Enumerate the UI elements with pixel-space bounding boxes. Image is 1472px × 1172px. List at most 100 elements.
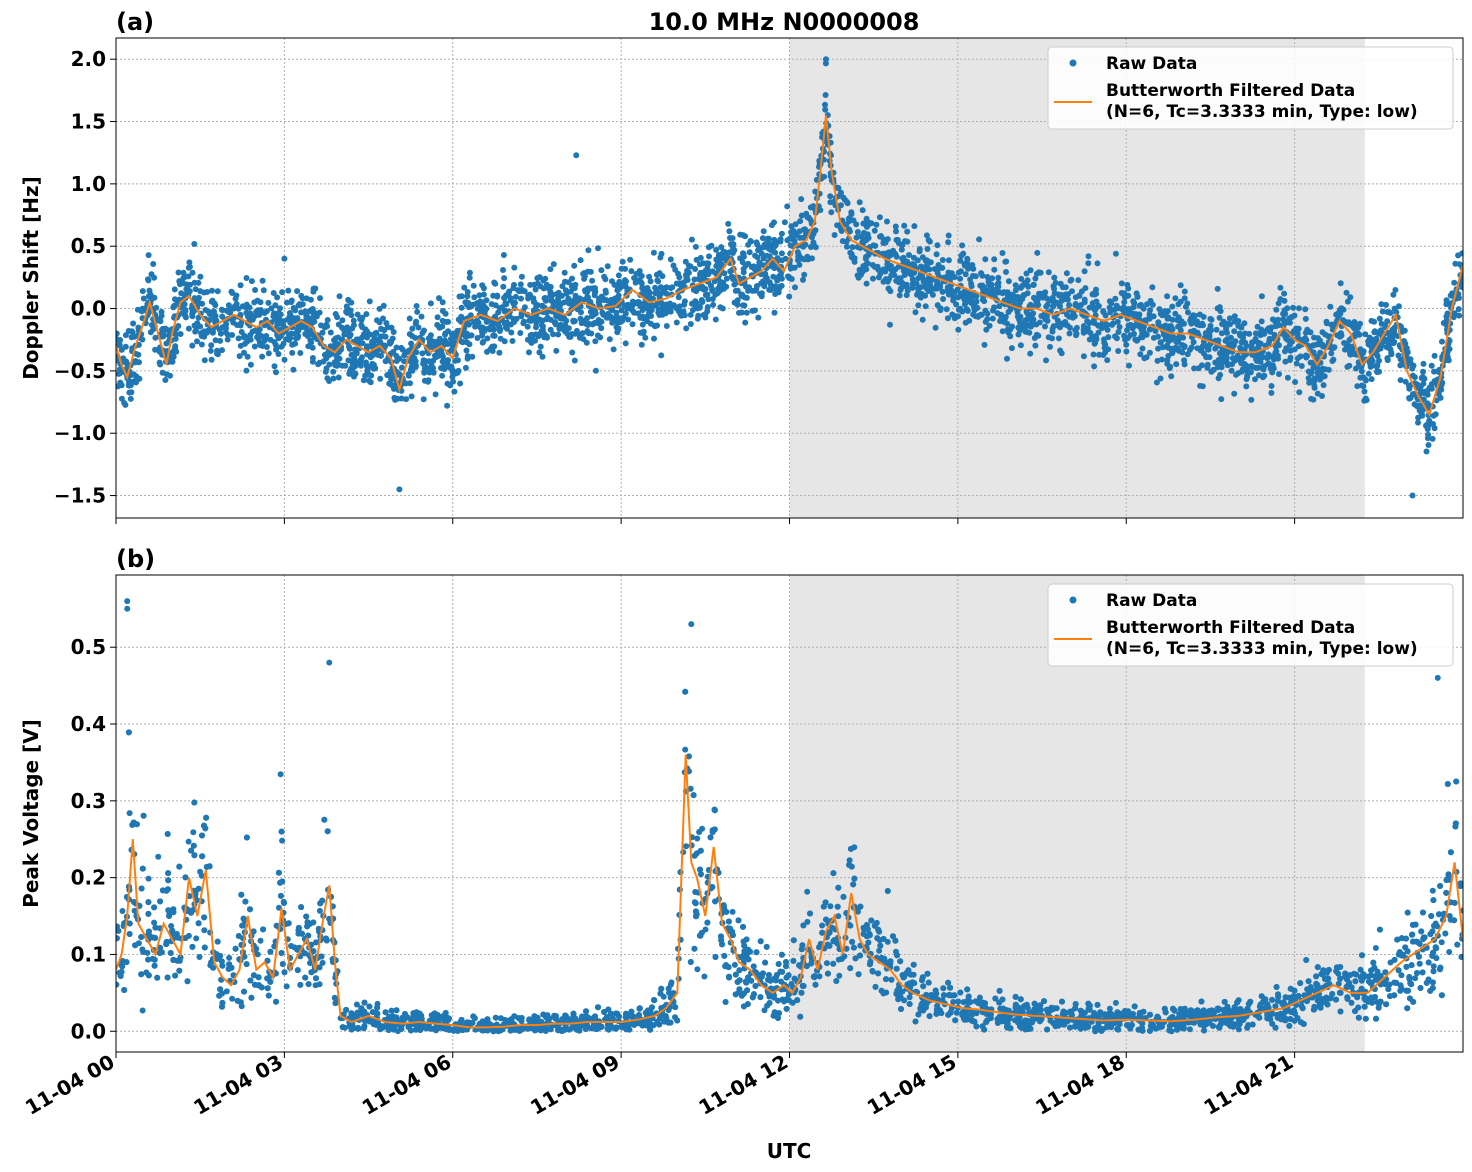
panel-a-raw-point <box>715 289 722 295</box>
panel-a-raw-point <box>408 340 415 347</box>
panel-a-raw-point <box>945 257 952 264</box>
panel-a-raw-point <box>1433 397 1440 404</box>
panel-a-raw-point <box>1200 313 1207 320</box>
panel-a-raw-point <box>427 359 434 366</box>
panel-a-raw-point <box>1179 349 1186 356</box>
panel-a-raw-point <box>1199 343 1206 350</box>
panel-a-raw-point <box>1139 345 1146 352</box>
panel-a-raw-point <box>765 235 772 242</box>
panel-a-raw-point <box>274 294 281 301</box>
panel-a-raw-point <box>1446 337 1453 344</box>
panel-a-raw-point <box>654 277 661 284</box>
panel-a-raw-point <box>442 331 448 338</box>
panel-a-raw-point <box>1027 267 1034 274</box>
panel-a-raw-point <box>1287 341 1293 348</box>
panel-a-raw-point <box>1118 280 1125 287</box>
panel-a-raw-point <box>1353 365 1359 372</box>
panel-a-raw-point <box>1093 298 1100 305</box>
panel-a-raw-point <box>265 350 272 357</box>
panel-a-raw-point <box>1238 339 1245 346</box>
panel-a-raw-point <box>555 331 562 338</box>
panel-a-raw-point <box>801 256 808 263</box>
panel-a-raw-point <box>345 357 352 364</box>
panel-a-raw-point <box>1179 342 1186 348</box>
panel-a-raw-point <box>585 247 592 254</box>
panel-a-raw-point <box>172 343 179 350</box>
panel-a-raw-point <box>454 357 461 364</box>
panel-a-raw-point <box>447 382 454 389</box>
panel-a-raw-point <box>831 232 838 238</box>
panel-a-raw-point <box>1199 320 1206 327</box>
panel-a-raw-point <box>1243 383 1250 390</box>
panel-a-raw-point <box>1281 290 1288 297</box>
panel-a-raw-point <box>868 220 875 227</box>
panel-a-raw-point <box>1409 492 1416 499</box>
panel-a-raw-point <box>723 275 730 282</box>
panel-a-raw-point <box>717 278 724 285</box>
panel-a-raw-point <box>1428 385 1435 392</box>
panel-a-raw-point <box>481 303 488 310</box>
panel-a-raw-point <box>1333 311 1340 318</box>
panel-a-raw-point <box>334 356 341 363</box>
panel-a-raw-point <box>1017 342 1024 349</box>
panel-a-raw-point <box>359 340 366 347</box>
panel-a-raw-point <box>1194 321 1201 328</box>
panel-a-raw-point <box>198 341 205 348</box>
panel-a-raw-point <box>955 326 962 333</box>
panel-a-raw-point <box>1384 318 1391 325</box>
panel-a-raw-point <box>1155 333 1161 340</box>
panel-a-raw-point <box>388 382 395 389</box>
panel-a-raw-point <box>605 311 612 318</box>
panel-a-raw-point <box>518 273 525 280</box>
panel-a-raw-point <box>535 333 542 340</box>
panel-a-raw-point <box>424 367 431 374</box>
panel-a-raw-point <box>1056 323 1063 330</box>
panel-a-raw-point <box>589 277 596 284</box>
panel-a-raw-point <box>1006 296 1013 303</box>
panel-a-raw-point <box>1188 344 1195 351</box>
panel-a-raw-point <box>185 325 192 332</box>
panel-a-raw-point <box>1004 355 1010 362</box>
panel-a-raw-point <box>378 326 385 333</box>
panel-a-raw-point <box>156 348 163 355</box>
panel-a-raw-point <box>1140 305 1147 312</box>
panel-a-raw-point <box>459 339 466 346</box>
panel-a-raw-point <box>353 359 360 366</box>
panel-a-raw-point <box>273 317 280 324</box>
panel-a-raw-point <box>1238 324 1245 331</box>
panel-a-raw-point <box>610 346 617 353</box>
panel-a-raw-point <box>923 257 930 264</box>
panel-a-raw-point <box>619 258 626 265</box>
panel-a-raw-point <box>934 285 941 292</box>
panel-a-raw-point <box>1064 322 1071 329</box>
panel-a-raw-point <box>484 335 491 342</box>
panel-a-raw-point <box>843 243 850 250</box>
panel-a-raw-point <box>1397 377 1404 384</box>
panel-a-raw-point <box>159 369 166 376</box>
panel-a-raw-point <box>540 285 547 292</box>
panel-a-raw-point <box>1310 342 1317 349</box>
panel-a-raw-point <box>778 230 785 237</box>
panel-a-raw-point <box>870 275 876 282</box>
panel-a-raw-point <box>606 336 613 343</box>
panel-a-raw-point <box>754 254 761 261</box>
panel-a-raw-point <box>1384 355 1391 362</box>
panel-a-raw-point <box>1032 342 1039 349</box>
panel-a-raw-point <box>1406 395 1413 401</box>
panel-a-raw-point <box>517 281 524 288</box>
panel-a-raw-point <box>1357 320 1363 327</box>
panel-a-raw-point <box>657 254 664 261</box>
panel-a-raw-point <box>681 298 688 305</box>
panel-a-raw-point <box>628 268 635 275</box>
panel-a-raw-point <box>695 312 702 319</box>
panel-a-raw-point <box>901 222 908 229</box>
panel-a-raw-point <box>673 319 680 326</box>
panel-a-raw-point <box>1082 285 1089 292</box>
panel-a-raw-point <box>1055 291 1062 298</box>
panel-a-raw-point <box>324 317 331 323</box>
panel-a-raw-point <box>1329 358 1336 364</box>
panel-a-raw-point <box>663 301 670 308</box>
panel-a-raw-point <box>359 334 366 341</box>
panel-a-raw-point <box>317 295 323 302</box>
panel-a-raw-point <box>527 317 534 324</box>
